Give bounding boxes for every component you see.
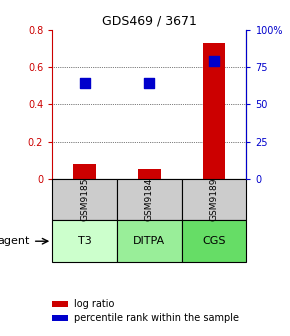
Text: DITPA: DITPA — [133, 236, 165, 246]
Text: percentile rank within the sample: percentile rank within the sample — [74, 312, 239, 323]
Bar — [73, 164, 96, 179]
Text: GSM9189: GSM9189 — [210, 178, 219, 221]
Bar — [117, 220, 182, 262]
Text: agent: agent — [0, 236, 30, 246]
Bar — [52, 220, 117, 262]
Bar — [203, 43, 225, 179]
Point — [82, 80, 87, 86]
Bar — [138, 169, 161, 179]
Text: log ratio: log ratio — [74, 299, 114, 309]
Point — [147, 80, 152, 86]
Bar — [117, 179, 182, 220]
Text: GSM9185: GSM9185 — [80, 178, 89, 221]
Text: GSM9184: GSM9184 — [145, 178, 154, 221]
Text: T3: T3 — [78, 236, 91, 246]
Bar — [182, 179, 246, 220]
Bar — [182, 220, 246, 262]
Bar — [52, 179, 117, 220]
Title: GDS469 / 3671: GDS469 / 3671 — [102, 15, 197, 28]
Point — [212, 59, 216, 64]
Text: CGS: CGS — [202, 236, 226, 246]
